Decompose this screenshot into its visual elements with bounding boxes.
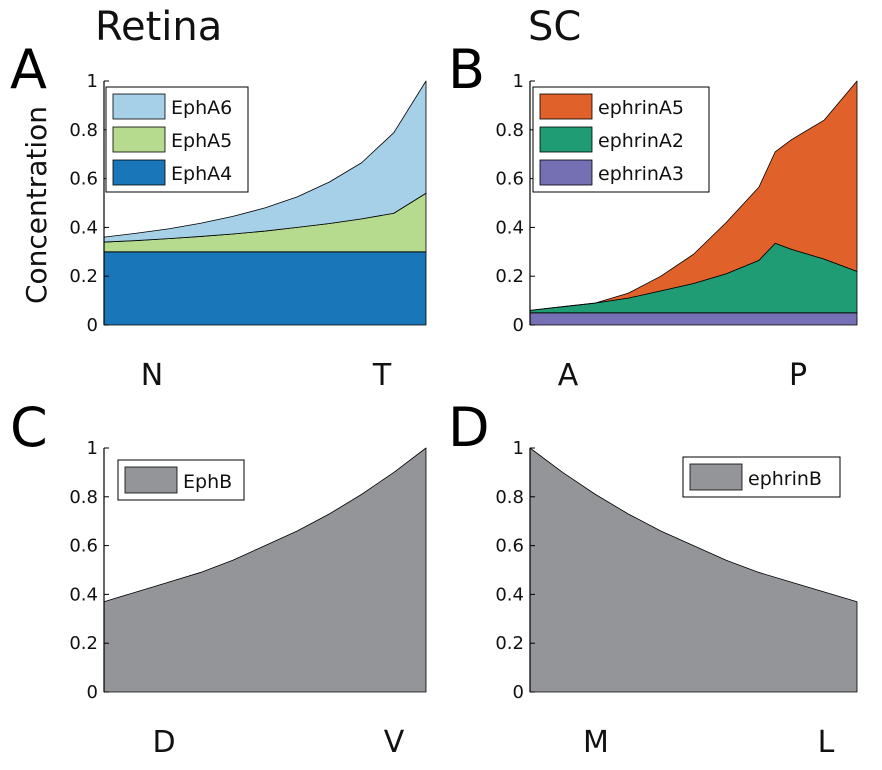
legend-swatch bbox=[539, 159, 593, 186]
y-tick-label: 0.6 bbox=[495, 536, 524, 557]
panel-a-title: Retina bbox=[95, 4, 222, 50]
x-start-label: N bbox=[141, 358, 163, 393]
panel-d-letter: D bbox=[448, 396, 490, 459]
x-end-label: V bbox=[384, 725, 405, 760]
y-tick-label: 1 bbox=[87, 71, 98, 92]
plot-area bbox=[529, 80, 858, 326]
y-tick-label: 0.8 bbox=[69, 487, 98, 508]
y-tick-label: 0.8 bbox=[495, 120, 524, 141]
y-tick-label: 0.2 bbox=[495, 633, 524, 654]
legend-swatch bbox=[689, 463, 743, 491]
plot-area bbox=[103, 447, 427, 693]
y-tick-label: 0.4 bbox=[495, 584, 524, 605]
y-tick-label: 0 bbox=[87, 682, 98, 703]
legend-swatch bbox=[539, 93, 593, 120]
y-axis: 0 0.2 0.4 0.6 0.8 1 bbox=[69, 71, 109, 336]
legend-swatch bbox=[539, 126, 593, 153]
x-end-label: T bbox=[372, 358, 392, 393]
x-start-label: D bbox=[152, 725, 175, 760]
panel-c: C D V 0 0.2 0.4 0.6 0.8 1 EphB bbox=[10, 396, 427, 760]
y-axis: 0 0.2 0.4 0.6 0.8 1 bbox=[495, 438, 535, 703]
y-axis: 0 0.2 0.4 0.6 0.8 1 bbox=[495, 71, 535, 336]
y-tick-label: 0 bbox=[87, 315, 98, 336]
y-tick-label: 1 bbox=[87, 438, 98, 459]
area-epha4 bbox=[103, 251, 427, 326]
panel-a: Retina A Concentration N T 0 0.2 0.4 0.6 0.8… bbox=[10, 4, 427, 393]
y-tick-label: 0.2 bbox=[495, 266, 524, 287]
panel-c-letter: C bbox=[10, 396, 48, 459]
legend-label: ephrinA3 bbox=[598, 163, 684, 185]
plot-area bbox=[103, 80, 427, 326]
panel-a-letter: A bbox=[10, 38, 47, 101]
y-tick-label: 0.6 bbox=[495, 169, 524, 190]
y-tick-label: 0.6 bbox=[69, 536, 98, 557]
y-tick-label: 0 bbox=[513, 315, 524, 336]
legend-swatch bbox=[112, 93, 166, 120]
y-tick-label: 1 bbox=[513, 438, 524, 459]
area-epha6 bbox=[103, 80, 427, 243]
panel-d: D M L 0 0.2 0.4 0.6 0.8 1 ephrinB bbox=[448, 396, 858, 760]
y-axis-label: Concentration bbox=[20, 106, 53, 304]
legend-label: ephrinB bbox=[748, 468, 822, 490]
legend: ephrinA5 ephrinA2 ephrinA3 bbox=[532, 86, 710, 193]
y-tick-label: 0.2 bbox=[69, 266, 98, 287]
y-tick-label: 1 bbox=[513, 71, 524, 92]
x-start-label: A bbox=[558, 358, 579, 393]
y-tick-label: 0.4 bbox=[495, 217, 524, 238]
legend: EphB bbox=[117, 459, 245, 501]
y-tick-label: 0.2 bbox=[69, 633, 98, 654]
legend-swatch bbox=[124, 466, 178, 494]
area-ephrina3 bbox=[529, 312, 858, 326]
legend-label: EphA6 bbox=[171, 97, 232, 119]
y-tick-label: 0.4 bbox=[69, 217, 98, 238]
legend-label: EphB bbox=[183, 471, 232, 493]
y-tick-label: 0.4 bbox=[69, 584, 98, 605]
y-tick-label: 0.8 bbox=[495, 487, 524, 508]
legend-label: ephrinA2 bbox=[598, 130, 684, 152]
area-ephrina5 bbox=[529, 80, 858, 311]
y-tick-label: 0 bbox=[513, 682, 524, 703]
y-tick-label: 0.8 bbox=[69, 120, 98, 141]
panel-b: SC B A P 00.20.40.60.81ephrinA5ephrinA2e… bbox=[448, 4, 858, 393]
legend-label: ephrinA5 bbox=[598, 97, 684, 119]
panel-b-title: SC bbox=[528, 4, 581, 50]
area-ephb bbox=[103, 447, 427, 693]
legend: EphA6 EphA5 EphA4 bbox=[105, 86, 249, 193]
y-tick-label: 0.6 bbox=[69, 169, 98, 190]
x-start-label: M bbox=[583, 725, 609, 760]
plot-area bbox=[529, 447, 858, 693]
x-end-label: L bbox=[818, 725, 835, 760]
legend-label: EphA4 bbox=[171, 163, 232, 185]
area-ephrinb bbox=[529, 447, 858, 693]
panel-b-letter: B bbox=[448, 38, 485, 101]
x-end-label: P bbox=[789, 358, 807, 393]
legend-swatch bbox=[112, 159, 166, 186]
legend: ephrinB bbox=[682, 456, 841, 498]
legend-swatch bbox=[112, 126, 166, 153]
legend-label: EphA5 bbox=[171, 130, 232, 152]
y-axis: 0 0.2 0.4 0.6 0.8 1 bbox=[69, 438, 109, 703]
